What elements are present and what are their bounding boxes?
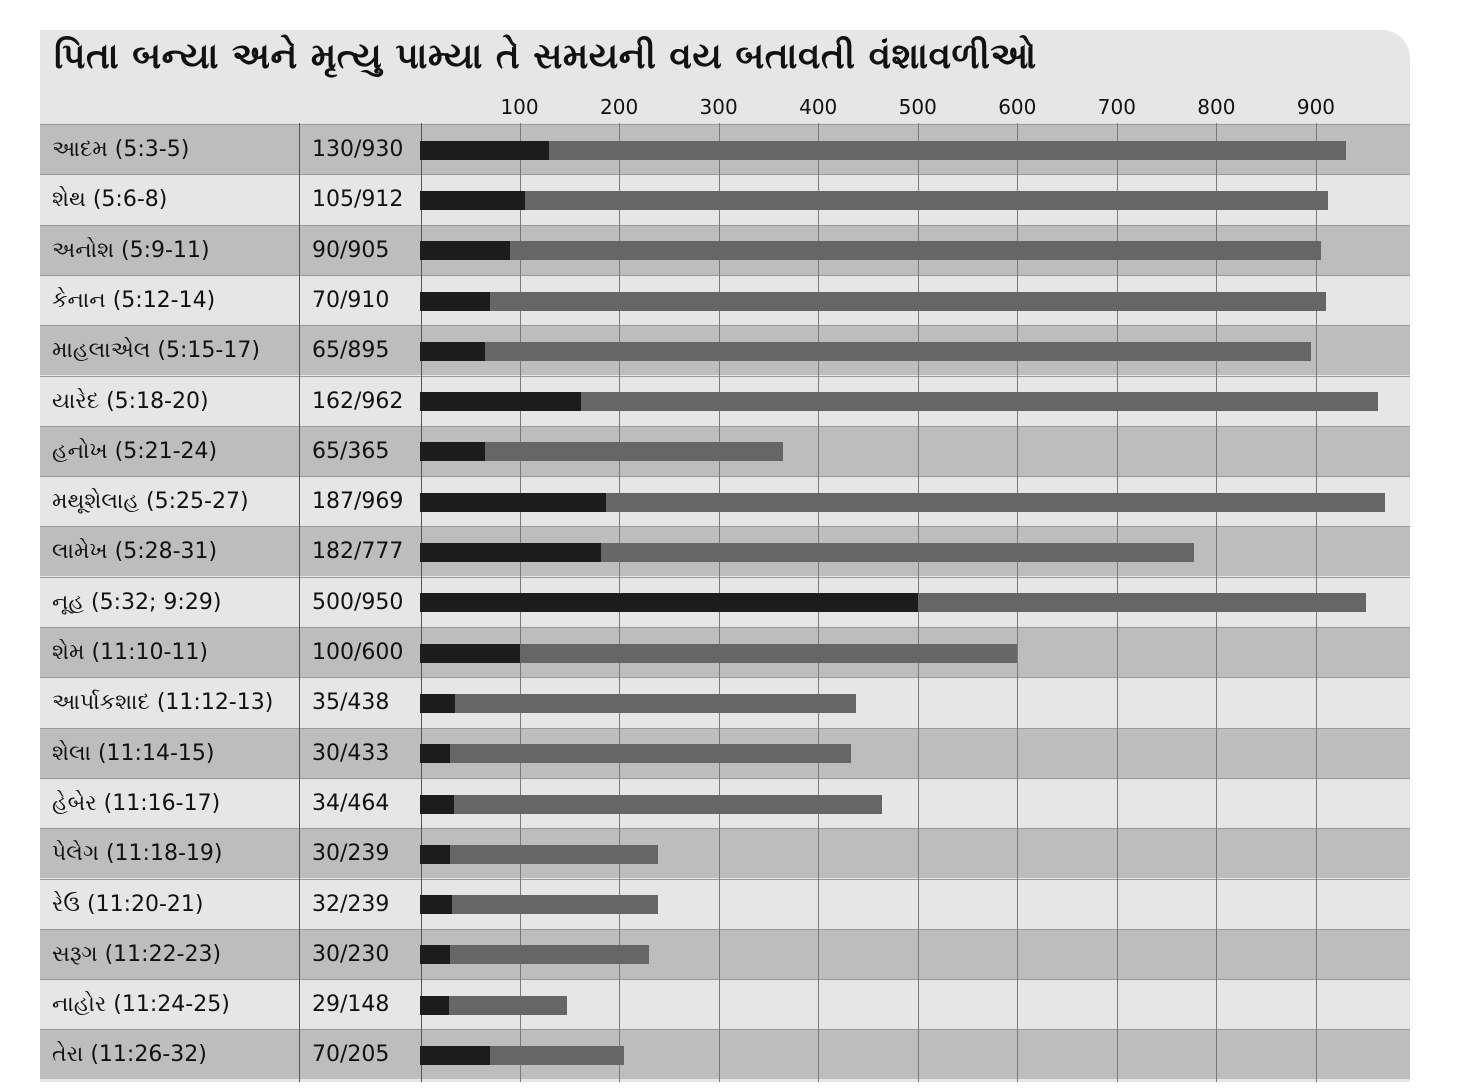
bar-father-age [420,693,455,713]
row-value-label: 30/433 [312,740,390,766]
row-name: હેબેર (11:16-17) [52,790,221,816]
row-value-label: 105/912 [312,187,404,213]
row-name: શેમ (11:10-11) [52,640,208,665]
row-value-label: 90/905 [312,237,390,263]
row-value-label: 130/930 [312,137,404,162]
table-row: રેઉ (11:20-21) 32/239 [40,878,1410,929]
x-tick-label: 100 [500,95,539,119]
bar-father-age [420,543,602,563]
row-value-label: 35/438 [312,690,390,716]
table-row: આર્પાકશાદ (11:12-13) 35/438 [40,677,1410,728]
bar-death-age [420,895,658,915]
x-tick-label: 700 [1097,95,1136,119]
row-name: શેલા (11:14-15) [52,740,215,766]
bar-death-age [420,291,1326,311]
bar-death-age [420,995,568,1015]
x-tick-label: 300 [699,95,738,119]
row-value-label: 182/777 [312,539,404,565]
bar-death-age [420,140,1346,160]
bar-father-age [420,190,525,210]
x-tick-label: 400 [799,95,838,119]
x-tick-label: 500 [898,95,937,119]
bar-father-age [420,341,485,361]
row-value-label: 70/910 [312,287,390,313]
row-value-label: 162/962 [312,388,404,414]
row-name: તેરા (11:26-32) [52,1042,207,1068]
bar-father-age [420,241,510,261]
x-tick-label: 900 [1296,95,1336,119]
row-name: કેનાન (5:12-14) [52,287,216,313]
bar-death-age [420,844,658,864]
row-name: માહલાએલ (5:15-17) [52,338,260,364]
bar-father-age [420,291,490,311]
bar-father-age [420,895,452,915]
row-name: આદમ (5:3-5) [52,137,190,162]
row-value-label: 30/230 [312,941,390,967]
bar-father-age [420,442,485,462]
bar-death-age [420,794,882,814]
bar-father-age [420,643,520,663]
row-value-label: 30/239 [312,841,390,867]
bar-death-age [420,543,1194,563]
bar-death-age [420,744,852,764]
table-row: પેલેગ (11:18-19) 30/239 [40,828,1410,879]
row-name: મથૂશેલાહ (5:25-27) [52,489,249,515]
bar-father-age [420,392,582,412]
row-name: રેઉ (11:20-21) [52,891,204,917]
row-value-label: 65/365 [312,438,390,464]
bar-death-age [420,241,1321,261]
row-name: આર્પાકશાદ (11:12-13) [52,690,274,716]
x-tick-label: 600 [998,95,1037,119]
table-row: તેરા (11:26-32) 70/205 [40,1029,1410,1080]
row-value-label: 70/205 [312,1042,390,1068]
row-name: પેલેગ (11:18-19) [52,841,223,867]
bar-death-age [420,392,1378,412]
bar-father-age [420,945,450,965]
bar-death-age [420,693,857,713]
bar-death-age [420,341,1311,361]
row-name: યારેદ (5:18-20) [52,388,209,414]
row-value-label: 65/895 [312,338,390,364]
table-row: નાહોર (11:24-25) 29/148 [40,979,1410,1030]
row-name: નાહોર (11:24-25) [52,992,230,1018]
row-name: હનોખ (5:21-24) [52,438,218,464]
row-value-label: 187/969 [312,489,404,515]
bar-death-age [420,945,649,965]
bar-father-age [420,844,450,864]
bar-father-age [420,492,607,512]
chart-title: પિતા બન્યા અને મૃત્યુ પામ્યા તે સમયની વય… [54,36,1037,77]
table-row: સરૂગ (11:22-23) 30/230 [40,928,1410,979]
row-value-label: 100/600 [312,640,404,665]
bar-death-age [420,643,1018,663]
row-value-label: 34/464 [312,790,390,816]
bar-death-age [420,442,784,462]
bar-father-age [420,995,449,1015]
row-name: અનોશ (5:9-11) [52,237,210,263]
bar-death-age [420,190,1328,210]
row-value-label: 500/950 [312,589,404,615]
row-value-label: 29/148 [312,992,390,1018]
row-name: શેથ (5:6-8) [52,187,168,213]
column-divider [299,123,300,1082]
row-name: લામેખ (5:28-31) [52,539,218,565]
bar-father-age [420,593,918,613]
genealogy-chart: પિતા બન્યા અને મૃત્યુ પામ્યા તે સમયની વય… [40,30,1410,1082]
x-tick-label: 200 [600,95,639,119]
row-name: નૂહ (5:32; 9:29) [52,589,222,615]
row-name: સરૂગ (11:22-23) [52,941,222,967]
row-value-label: 32/239 [312,891,390,917]
bar-father-age [420,1046,490,1066]
bar-father-age [420,744,450,764]
x-tick-label: 800 [1197,95,1236,119]
bar-death-age [420,492,1385,512]
bar-father-age [420,794,454,814]
bar-father-age [420,140,550,160]
